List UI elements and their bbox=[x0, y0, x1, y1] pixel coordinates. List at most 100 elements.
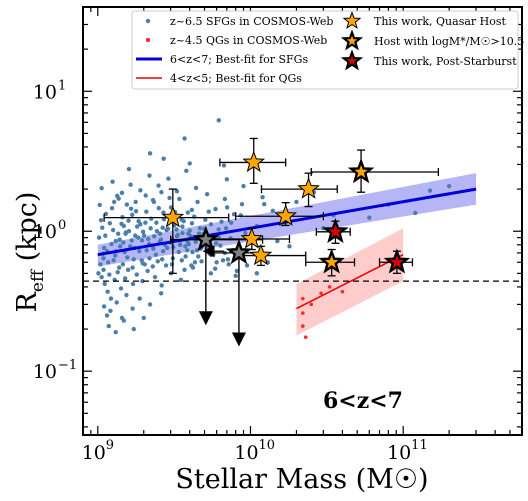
sfg-point bbox=[167, 195, 172, 201]
x-tick-exponent: 10 bbox=[258, 438, 275, 453]
sfg-point bbox=[175, 232, 180, 238]
quasar-host-star bbox=[297, 177, 320, 199]
sfg-point bbox=[156, 206, 162, 211]
sfg-point bbox=[125, 255, 130, 260]
sfg-point bbox=[182, 136, 187, 141]
sfg-point bbox=[141, 315, 146, 321]
sfg-point bbox=[144, 209, 149, 214]
sfg-point bbox=[96, 235, 102, 240]
sfg-point bbox=[226, 262, 231, 267]
qg-point bbox=[309, 302, 314, 307]
sfg-point bbox=[124, 202, 130, 207]
sfg-point bbox=[174, 227, 179, 232]
sfg-point bbox=[104, 313, 110, 318]
y-tick-label: 10 bbox=[33, 221, 57, 243]
sfg-point bbox=[103, 211, 109, 217]
sfg-point bbox=[123, 230, 129, 235]
sfg-point bbox=[153, 252, 159, 257]
sfg-point bbox=[199, 259, 204, 264]
sfg-point bbox=[182, 267, 187, 273]
sfg-point bbox=[115, 269, 120, 275]
sfg-point bbox=[125, 267, 131, 273]
sfg-point bbox=[203, 217, 208, 222]
sfg-point bbox=[118, 286, 124, 291]
sfg-point bbox=[141, 233, 147, 238]
sfg-point bbox=[194, 248, 200, 253]
svg-text:Reff (kpc): Reff (kpc) bbox=[12, 192, 48, 313]
sfg-point bbox=[270, 208, 276, 213]
sfg-point bbox=[130, 281, 136, 287]
quasar-host-star bbox=[249, 243, 273, 266]
quasar-host-star bbox=[225, 238, 253, 265]
legend: z~6.5 SFGs in COSMOS-Web z~4.5 QGs in COS… bbox=[131, 10, 524, 90]
sfg-point bbox=[147, 173, 152, 178]
sfg-point bbox=[224, 177, 230, 182]
sfg-point bbox=[106, 323, 111, 329]
sfg-point bbox=[98, 217, 104, 223]
sfg-point bbox=[189, 207, 195, 213]
sfg-point bbox=[155, 259, 160, 264]
legend-label: Host with logM*/M☉>10.5 bbox=[374, 35, 524, 48]
sfg-point bbox=[196, 231, 202, 236]
sfg-point bbox=[145, 268, 150, 274]
post-starburst-star bbox=[383, 248, 411, 274]
sfg-point bbox=[108, 308, 113, 314]
sfg-point bbox=[216, 227, 221, 232]
sfg-point bbox=[229, 220, 234, 225]
sfg-point bbox=[154, 229, 160, 234]
sfg-point bbox=[147, 256, 152, 261]
quasar-host-star bbox=[242, 150, 266, 173]
sfg-point bbox=[138, 222, 143, 227]
sfg-point bbox=[177, 196, 182, 202]
sfg-point bbox=[133, 209, 139, 214]
y-axis-label: Reff (kpc) bbox=[12, 192, 48, 313]
sfg-point bbox=[105, 289, 110, 294]
sfg-point bbox=[113, 329, 118, 335]
sfg-point bbox=[158, 291, 164, 296]
sfg-point bbox=[156, 183, 161, 188]
qg-fit-line bbox=[296, 253, 404, 310]
sfg-point bbox=[181, 218, 186, 224]
sfg-point bbox=[219, 219, 224, 224]
sfg-point bbox=[107, 221, 113, 226]
sfg-point bbox=[121, 240, 126, 245]
sfg-point bbox=[220, 258, 226, 263]
legend-star-marker bbox=[342, 11, 362, 30]
sfg-point bbox=[294, 199, 299, 205]
y-tick-exponent: −1 bbox=[58, 358, 77, 373]
y-tick-exponent: 1 bbox=[58, 78, 66, 93]
sfg-point bbox=[244, 263, 250, 268]
sfg-point bbox=[130, 212, 135, 218]
host-stars bbox=[161, 150, 411, 274]
sfg-point bbox=[126, 166, 132, 172]
sfg-point bbox=[114, 300, 119, 305]
y-axis-label-unit: (kpc) bbox=[12, 192, 43, 270]
x-tick-label: 10 bbox=[234, 442, 258, 464]
sfg-point bbox=[184, 248, 190, 253]
quasar-host-star bbox=[318, 248, 345, 274]
qg-point bbox=[319, 291, 323, 296]
sfg-point bbox=[117, 237, 122, 242]
sfg-point bbox=[124, 292, 129, 298]
sfg-point bbox=[190, 249, 195, 255]
sfg-point bbox=[160, 248, 166, 254]
sfg-point bbox=[193, 185, 199, 191]
sfg-point bbox=[159, 190, 164, 195]
x-axis-label: Stellar Mass (M☉) bbox=[175, 464, 428, 495]
x-tick-label: 10 bbox=[82, 442, 106, 464]
sfg-point bbox=[218, 243, 223, 248]
sfg-point bbox=[222, 196, 228, 202]
sfg-point bbox=[154, 220, 159, 225]
sfg-point bbox=[239, 201, 245, 207]
sfg-point bbox=[243, 230, 248, 236]
sfg-point bbox=[221, 163, 227, 168]
legend-star-marker bbox=[340, 29, 364, 51]
sfg-point bbox=[159, 257, 165, 262]
sfg-point bbox=[99, 185, 104, 191]
qg-points bbox=[300, 285, 345, 339]
legend-label: z~4.5 QGs in COSMOS-Web bbox=[170, 34, 327, 47]
sfg-point bbox=[136, 235, 141, 240]
sfg-point bbox=[189, 263, 194, 268]
y-axis-label-main: R bbox=[12, 291, 43, 312]
sfg-point bbox=[139, 238, 145, 243]
